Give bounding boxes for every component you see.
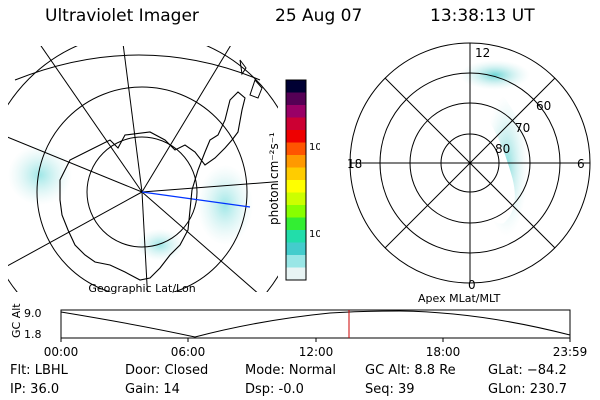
altitude-xtick-1800: 18:00 xyxy=(426,345,461,359)
status-gain: Gain: 14 xyxy=(125,382,180,397)
altitude-xtick-0000: 00:00 xyxy=(44,345,79,359)
time-label: 13:38:13 UT xyxy=(430,6,535,26)
mlt-label-0: 0 xyxy=(468,278,476,292)
aurora-patch xyxy=(8,145,72,205)
left-panel-caption: Geographic Lat/Lon xyxy=(88,282,195,295)
colorbar-swatch xyxy=(286,155,306,168)
geographic-map: Geographic Lat/Lon xyxy=(8,46,278,295)
colorbar-swatch xyxy=(286,230,306,243)
mlt-polar-plot: 12 0 18 6 60 70 80 Apex MLat/MLT xyxy=(347,42,591,292)
instrument-title: Ultraviolet Imager xyxy=(45,6,199,26)
colorbar-swatch xyxy=(286,142,306,156)
colorbar-swatch xyxy=(286,92,306,106)
mlat-label-70: 70 xyxy=(515,121,530,135)
altitude-plot: GC Alt 9.0 1.8 00:00 06:00 12:00 18:00 2… xyxy=(10,303,588,359)
aurora-oval xyxy=(472,82,541,250)
color-scale xyxy=(286,80,306,281)
colorbar-swatch xyxy=(286,205,306,218)
status-filter: Flt: LBHL xyxy=(10,363,68,378)
altitude-ytick-low: 1.8 xyxy=(24,328,42,341)
altitude-ylabel: GC Alt xyxy=(10,303,23,338)
status-glon: GLon: 230.7 xyxy=(488,382,568,397)
coastline xyxy=(59,91,246,281)
altitude-xtick-2359: 23:59 xyxy=(553,345,588,359)
status-dsp: Dsp: -0.0 xyxy=(245,382,304,397)
status-mode: Mode: Normal xyxy=(245,363,336,378)
mlt-label-6: 6 xyxy=(577,157,585,171)
colorbar-swatch xyxy=(286,267,306,281)
status-seq: Seq: 39 xyxy=(365,382,415,397)
altitude-curve xyxy=(60,310,571,338)
colorbar-swatch xyxy=(286,117,306,131)
colorbar-swatch xyxy=(286,192,306,206)
status-gc-alt: GC Alt: 8.8 Re xyxy=(365,363,456,378)
colorbar-swatch xyxy=(286,80,306,93)
aurora-patch xyxy=(460,60,530,90)
colorbar-swatch xyxy=(286,130,306,143)
status-ip: IP: 36.0 xyxy=(10,382,60,397)
mlt-label-18: 18 xyxy=(347,157,362,171)
status-door: Door: Closed xyxy=(125,363,209,378)
colorbar-swatch xyxy=(286,242,306,256)
mlt-label-12: 12 xyxy=(475,46,490,60)
mlat-label-60: 60 xyxy=(536,99,551,113)
colorbar-swatch xyxy=(286,217,306,231)
aurora-patch xyxy=(136,229,184,261)
colorbar-tick-10: 10 xyxy=(309,229,320,240)
status-glat: GLat: −84.2 xyxy=(488,363,567,378)
colorbar-tick-100: 100 xyxy=(309,142,320,153)
altitude-ytick-high: 9.0 xyxy=(24,307,42,320)
colorbar-swatch xyxy=(286,180,306,193)
right-panel-caption-text: Apex MLat/MLT xyxy=(418,292,501,305)
date-label: 25 Aug 07 xyxy=(275,6,363,26)
colorbar-swatch xyxy=(286,255,306,268)
altitude-xtick-1200: 12:00 xyxy=(299,345,334,359)
altitude-xtick-0600: 06:00 xyxy=(171,345,206,359)
colorbar-swatch xyxy=(286,167,306,181)
color-bar: photon cm⁻²s⁻¹ 100 10 xyxy=(267,79,320,281)
colorbar-unit-label: photon cm⁻²s⁻¹ xyxy=(267,132,281,225)
colorbar-swatch xyxy=(286,105,306,118)
aurora-patch xyxy=(197,165,253,245)
mlat-label-80: 80 xyxy=(495,142,510,156)
